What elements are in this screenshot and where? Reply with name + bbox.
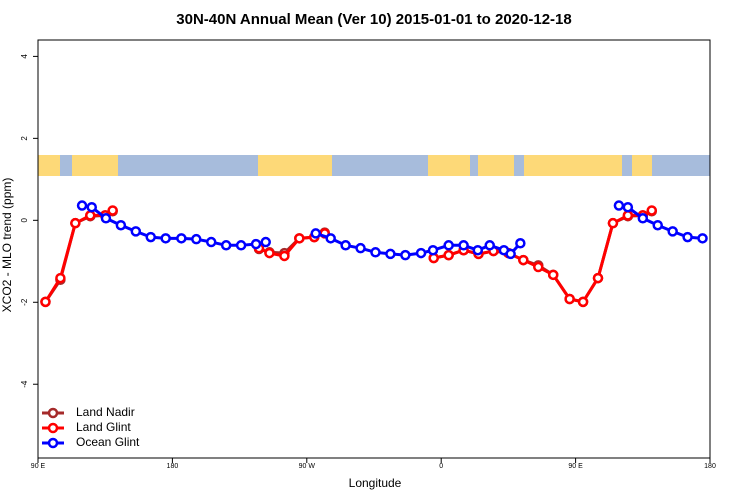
chart-title: 30N-40N Annual Mean (Ver 10) 2015-01-01 … <box>176 11 571 28</box>
data-point <box>458 240 469 251</box>
data-point <box>547 269 559 281</box>
y-tick-label: 2 <box>20 136 29 141</box>
x-tick-label: 180 <box>167 463 179 470</box>
data-point <box>443 249 454 261</box>
y-axis-label: XCO2 - MLO trend (ppm) <box>0 178 14 313</box>
legend-label: Land Nadir <box>76 405 135 419</box>
x-tick-label: 180 <box>704 463 716 470</box>
data-point <box>85 210 96 221</box>
series <box>76 200 708 261</box>
y-tick-label: 0 <box>20 218 29 223</box>
data-point <box>260 236 271 248</box>
legend-label: Ocean Glint <box>76 435 140 449</box>
data-point <box>697 233 708 244</box>
data-point <box>505 248 516 260</box>
data-point <box>130 226 142 237</box>
map-strip <box>38 155 710 176</box>
data-point <box>235 240 247 251</box>
data-point <box>40 296 51 308</box>
x-tick-label: 0 <box>439 463 443 470</box>
data-point <box>220 240 232 251</box>
data-point <box>415 247 427 259</box>
data-point <box>100 213 112 224</box>
data-point <box>205 236 217 248</box>
data-point <box>484 240 495 251</box>
data-point <box>564 293 575 305</box>
data-point <box>682 231 693 243</box>
data-point <box>264 247 275 259</box>
data-point <box>310 228 322 239</box>
data-point <box>518 254 529 266</box>
data-point <box>294 233 305 244</box>
data-point <box>107 205 118 216</box>
data-point <box>370 247 381 258</box>
data-point <box>279 250 290 262</box>
data-point <box>325 233 336 244</box>
data-point <box>667 226 678 237</box>
data-point <box>607 217 619 229</box>
data-point <box>86 201 98 213</box>
data-point <box>385 248 396 260</box>
y-tick-label: -4 <box>20 380 29 388</box>
data-point <box>592 272 604 284</box>
data-point <box>577 296 589 308</box>
data-point <box>355 242 366 254</box>
data-point <box>76 200 88 211</box>
data-point <box>622 210 634 221</box>
data-point <box>637 213 649 224</box>
data-point <box>533 261 544 273</box>
data-point <box>115 219 127 231</box>
data-point <box>472 244 484 256</box>
data-point <box>191 233 202 245</box>
x-tick-label: 90 W <box>299 463 316 470</box>
legend-label: Land Glint <box>76 420 131 434</box>
x-tick-label: 90 E <box>31 463 46 470</box>
data-point <box>340 240 351 251</box>
data-point <box>145 231 156 243</box>
legend-marker <box>47 437 59 449</box>
data-point <box>646 205 658 216</box>
data-point <box>622 201 634 213</box>
legend-marker <box>47 422 59 434</box>
data-point <box>250 238 262 250</box>
data-point <box>70 217 81 229</box>
data-point <box>55 272 66 284</box>
data-point <box>400 249 411 261</box>
data-point <box>160 233 171 244</box>
x-axis-label: Longitude <box>349 476 402 490</box>
data-point <box>515 238 526 249</box>
data-point <box>613 200 625 211</box>
x-tick-label: 90 E <box>568 463 583 470</box>
data-point <box>176 233 187 244</box>
data-point <box>427 244 439 256</box>
y-tick-label: 4 <box>20 54 29 59</box>
y-tick-label: -2 <box>20 298 29 306</box>
legend-marker <box>47 407 59 419</box>
plot-frame <box>37 39 711 459</box>
data-point <box>652 219 663 231</box>
data-point <box>443 240 454 251</box>
